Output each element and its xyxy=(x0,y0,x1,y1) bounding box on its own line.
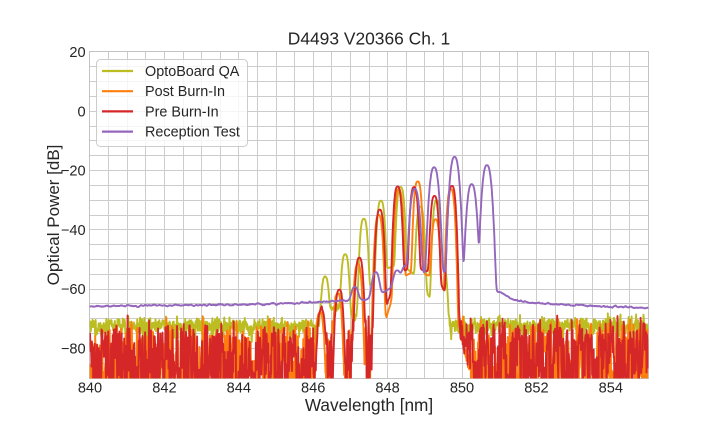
svg-text:852: 852 xyxy=(524,381,548,397)
svg-text:−40: −40 xyxy=(61,223,86,239)
svg-text:Reception Test: Reception Test xyxy=(145,125,240,141)
svg-text:840: 840 xyxy=(78,381,102,397)
svg-text:Optical Power [dB]: Optical Power [dB] xyxy=(44,145,63,286)
svg-text:854: 854 xyxy=(599,381,623,397)
svg-text:Wavelength [nm]: Wavelength [nm] xyxy=(305,395,433,415)
svg-text:−60: −60 xyxy=(61,282,86,298)
svg-text:−80: −80 xyxy=(61,342,86,358)
svg-text:20: 20 xyxy=(69,45,85,61)
svg-text:850: 850 xyxy=(450,381,474,397)
svg-text:Pre Burn-In: Pre Burn-In xyxy=(145,104,219,120)
svg-text:OptoBoard QA: OptoBoard QA xyxy=(145,64,240,80)
svg-text:−20: −20 xyxy=(61,164,86,180)
svg-text:844: 844 xyxy=(227,381,251,397)
svg-text:846: 846 xyxy=(301,381,325,397)
svg-text:842: 842 xyxy=(152,381,176,397)
svg-text:D4493 V20366 Ch. 1: D4493 V20366 Ch. 1 xyxy=(288,29,450,49)
svg-text:0: 0 xyxy=(77,104,85,120)
svg-text:848: 848 xyxy=(375,381,399,397)
svg-text:Post Burn-In: Post Burn-In xyxy=(145,84,225,100)
